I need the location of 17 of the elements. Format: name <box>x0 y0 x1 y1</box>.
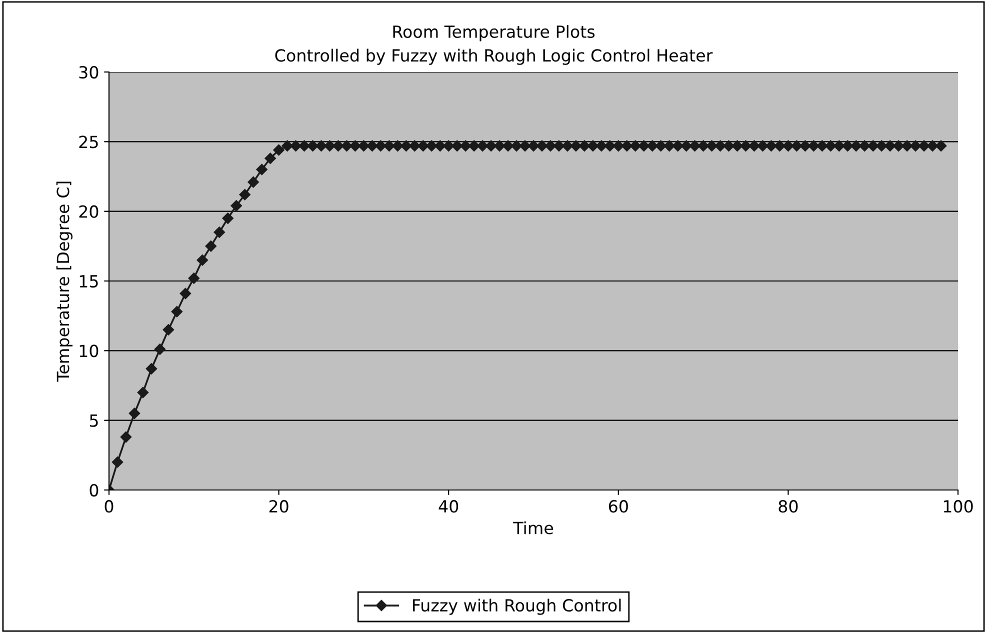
y-tick-label: 25 <box>79 136 98 148</box>
x-tick-label: 80 <box>778 500 798 513</box>
y-tick-label: 10 <box>80 344 98 358</box>
y-tick-label: 5 <box>90 414 98 427</box>
x-axis-title: Time <box>513 521 554 534</box>
x-tick-label: 60 <box>608 500 628 513</box>
x-tick-label: 40 <box>438 500 458 513</box>
y-tick-label: 15 <box>80 275 98 288</box>
y-tick-label: 0 <box>90 484 98 497</box>
y-tick-label: 30 <box>79 66 98 79</box>
legend-label: Fuzzy with Rough Control <box>413 598 621 615</box>
chart-title: Room Temperature Plots Controlled by Fuzzy with Rough Logic Control Heater <box>275 25 713 65</box>
x-tick-label: 100 <box>944 500 973 513</box>
x-tick-label: 0 <box>104 500 114 513</box>
x-tick-label: 20 <box>269 500 288 513</box>
y-tick-label: 20 <box>79 205 98 218</box>
y-axis-title: Temperature [Degree C] <box>56 182 73 382</box>
